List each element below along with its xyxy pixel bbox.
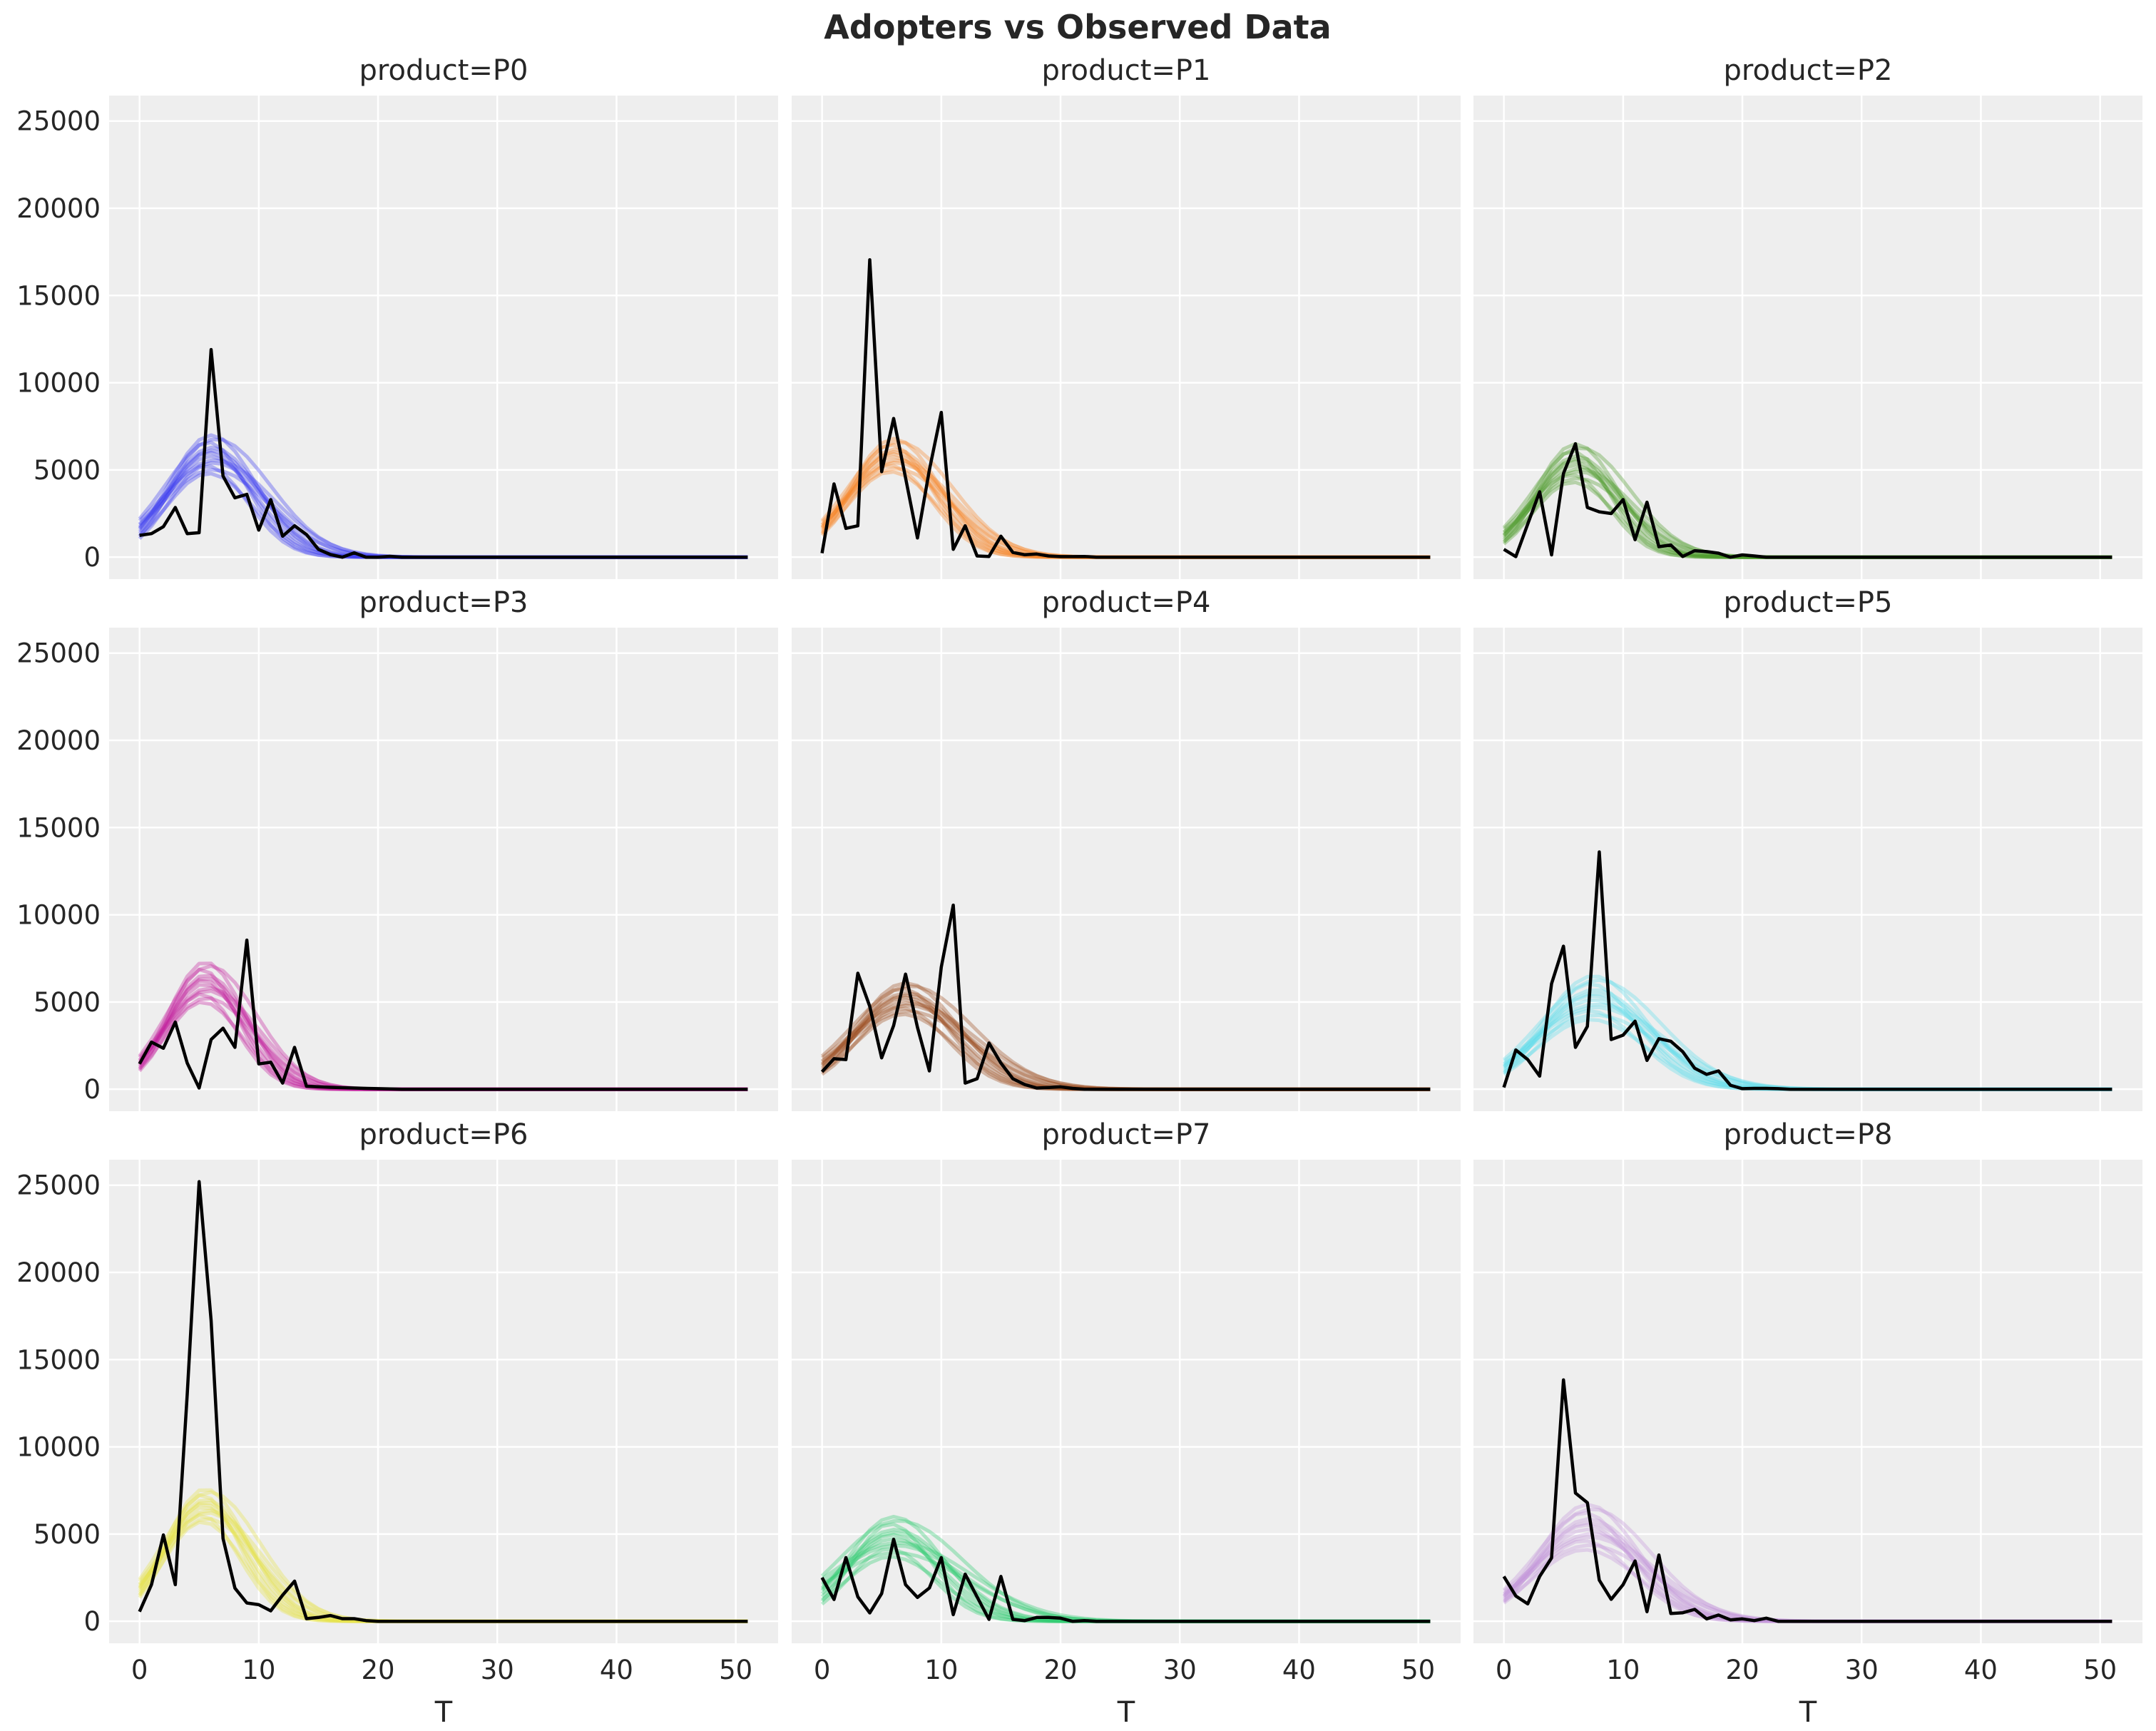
y-tick-label: 10000 — [16, 1432, 101, 1463]
axes-background — [1473, 96, 2142, 579]
observed-line — [1503, 441, 2112, 559]
panel-p2: product=P2 — [1473, 54, 2142, 579]
observed-line — [820, 257, 1431, 559]
axes-background — [792, 96, 1461, 579]
panel-p0: product=P0 0 5000 10000 15000 20000 25000 — [16, 54, 778, 579]
x-tick-label: 20 — [1043, 1655, 1077, 1685]
axes-background — [109, 628, 778, 1111]
x-tick-label: 10 — [924, 1655, 958, 1685]
x-tick-label: 30 — [1845, 1655, 1879, 1685]
axes-background — [792, 1160, 1461, 1643]
y-tick-label: 25000 — [16, 1170, 101, 1201]
observed-line — [1502, 850, 2112, 1091]
y-tick-label: 15000 — [16, 1344, 101, 1375]
y-tick-label: 25000 — [16, 638, 101, 669]
y-tick-label: 0 — [83, 1606, 101, 1637]
y-tick-label: 10000 — [16, 368, 101, 399]
observed-line — [820, 903, 1431, 1091]
panel-title: product=P8 — [1724, 1118, 1893, 1151]
y-tick-label: 20000 — [16, 1257, 101, 1288]
x-tick-label: 30 — [481, 1655, 514, 1685]
panel-title: product=P0 — [359, 54, 528, 87]
observed-line — [820, 1537, 1431, 1623]
axes-background — [109, 96, 778, 579]
y-tick-label: 0 — [83, 1074, 101, 1105]
panel-title: product=P3 — [359, 586, 528, 619]
y-tick-label: 5000 — [34, 455, 101, 486]
x-tick-label: 40 — [1282, 1655, 1316, 1685]
x-tick-label: 20 — [361, 1655, 394, 1685]
panel-title: product=P6 — [359, 1118, 528, 1151]
figure-title: Adopters vs Observed Data — [824, 8, 1331, 46]
y-tick-label: 5000 — [34, 987, 101, 1018]
panel-p7: product=P7 0 10 20 30 40 50 T — [792, 1118, 1461, 1729]
observed-line — [139, 347, 748, 559]
axes-background — [1473, 1160, 2142, 1643]
y-tick-label: 10000 — [16, 900, 101, 931]
x-tick-label: 0 — [131, 1655, 148, 1685]
panel-p4: product=P4 — [792, 586, 1461, 1111]
y-tick-label: 5000 — [34, 1519, 101, 1550]
x-tick-label: 0 — [814, 1655, 831, 1685]
observed-line — [138, 1180, 748, 1623]
observed-line — [1502, 1378, 2112, 1623]
x-tick-label: 10 — [1606, 1655, 1640, 1685]
y-tick-label: 20000 — [16, 725, 101, 756]
y-tick-label: 25000 — [16, 106, 101, 137]
x-tick-label: 40 — [1964, 1655, 1998, 1685]
x-tick-label: 10 — [242, 1655, 275, 1685]
y-tick-label: 15000 — [16, 280, 101, 311]
x-tick-label: 50 — [2083, 1655, 2117, 1685]
x-tick-label: 50 — [1401, 1655, 1435, 1685]
axes-background — [792, 628, 1461, 1111]
axes-background — [109, 1160, 778, 1643]
panel-title: product=P5 — [1724, 586, 1893, 619]
x-tick-label: 40 — [600, 1655, 633, 1685]
x-tick-label: 20 — [1725, 1655, 1759, 1685]
y-tick-label: 15000 — [16, 812, 101, 843]
y-tick-label: 0 — [83, 542, 101, 573]
panel-p6: product=P6 0 5000 10000 15000 20000 25000 0 10 20… — [16, 1118, 778, 1729]
panel-p5: product=P5 — [1473, 586, 2142, 1111]
panel-title: product=P7 — [1042, 1118, 1211, 1151]
panel-p1: product=P1 — [792, 54, 1461, 579]
y-tick-label: 20000 — [16, 193, 101, 224]
x-tick-label: 0 — [1496, 1655, 1513, 1685]
x-tick-label: 50 — [719, 1655, 752, 1685]
x-tick-label: 30 — [1163, 1655, 1197, 1685]
panel-p8: product=P8 0 10 20 30 40 50 T — [1473, 1118, 2142, 1729]
observed-line — [138, 938, 748, 1091]
panel-title: product=P2 — [1724, 54, 1893, 87]
panel-title: product=P1 — [1042, 54, 1211, 87]
panel-p3: product=P3 0 5000 10000 15000 20000 25000 — [16, 586, 778, 1111]
x-axis-label: T — [434, 1696, 453, 1728]
x-axis-label: T — [1799, 1696, 1817, 1728]
x-axis-label: T — [1117, 1696, 1135, 1728]
panel-title: product=P4 — [1042, 586, 1211, 619]
